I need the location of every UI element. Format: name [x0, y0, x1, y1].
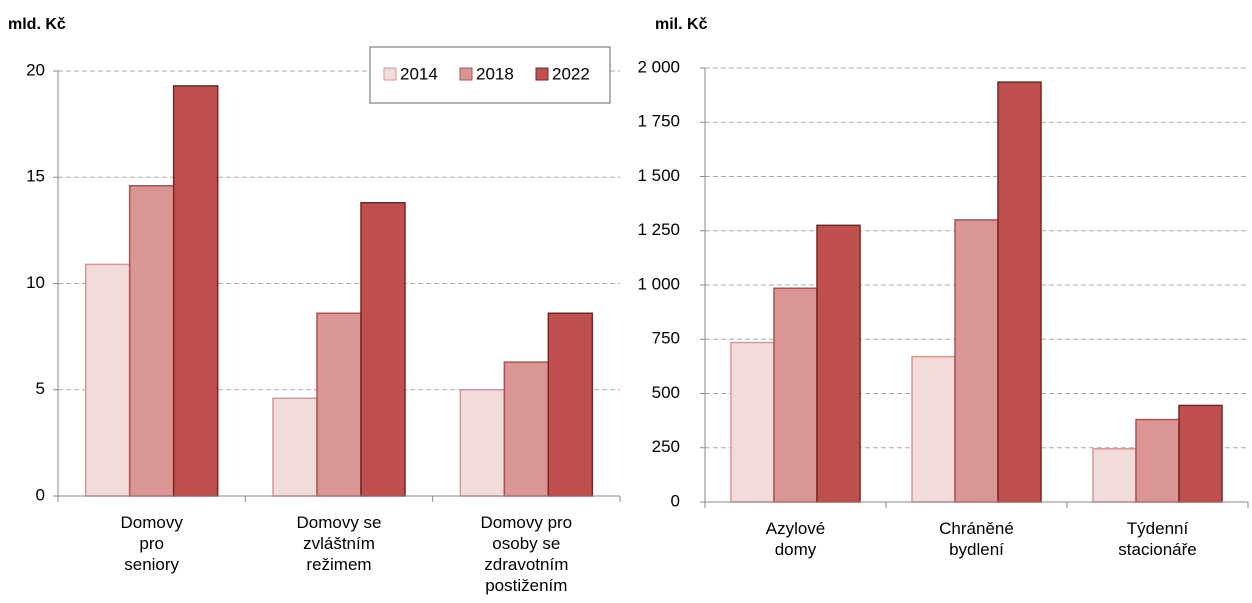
y-tick-label: 20 — [26, 60, 45, 79]
bar — [911, 355, 956, 503]
legend-swatch — [459, 67, 473, 81]
y-tick-label: 10 — [26, 273, 45, 292]
bar — [272, 397, 318, 497]
bar — [1135, 418, 1180, 503]
y-tick-label: 1 500 — [637, 166, 680, 185]
y-axis-unit: mld. Kč — [8, 16, 66, 33]
bar — [1092, 448, 1137, 503]
bar — [128, 185, 175, 497]
legend-label: 2018 — [476, 64, 514, 83]
x-tick-label: Domovy se zvláštním režimem — [296, 513, 381, 574]
bar — [997, 81, 1042, 503]
y-tick-label: 2 000 — [637, 57, 680, 76]
x-tick-label: Domovy pro seniory — [120, 513, 183, 574]
y-tick-label: 0 — [36, 485, 45, 504]
y-tick-label: 500 — [652, 383, 680, 402]
y-tick-label: 1 750 — [637, 112, 680, 131]
bar — [773, 287, 818, 503]
legend-label: 2022 — [552, 64, 590, 83]
bar — [954, 219, 999, 503]
x-tick-label: Azylové domy — [766, 519, 826, 559]
bar — [316, 312, 362, 497]
y-tick-label: 750 — [652, 329, 680, 348]
bar — [459, 389, 506, 497]
y-tick-label: 5 — [36, 379, 45, 398]
x-tick-label: Domovy pro osoby se zdravotním postižením — [481, 513, 573, 595]
y-axis-unit: mil. Kč — [655, 16, 708, 33]
x-tick-label: Chráněné bydlení — [939, 519, 1014, 559]
bar — [816, 224, 861, 503]
y-tick-label: 250 — [652, 437, 680, 456]
bar — [503, 361, 550, 497]
bar — [1178, 404, 1223, 503]
legend-box — [369, 46, 611, 104]
y-tick-label: 0 — [671, 491, 680, 510]
bar — [547, 312, 594, 497]
legend-swatch — [535, 67, 549, 81]
legend-label: 2014 — [400, 64, 438, 83]
x-tick-label: Týdenní stacionáře — [1118, 519, 1196, 559]
bar — [84, 263, 131, 497]
legend-swatch — [383, 67, 397, 81]
y-tick-label: 15 — [26, 167, 45, 186]
bar — [730, 341, 775, 503]
y-tick-label: 1 250 — [637, 220, 680, 239]
y-tick-label: 1 000 — [637, 274, 680, 293]
bar — [360, 202, 406, 497]
bar — [172, 85, 219, 497]
